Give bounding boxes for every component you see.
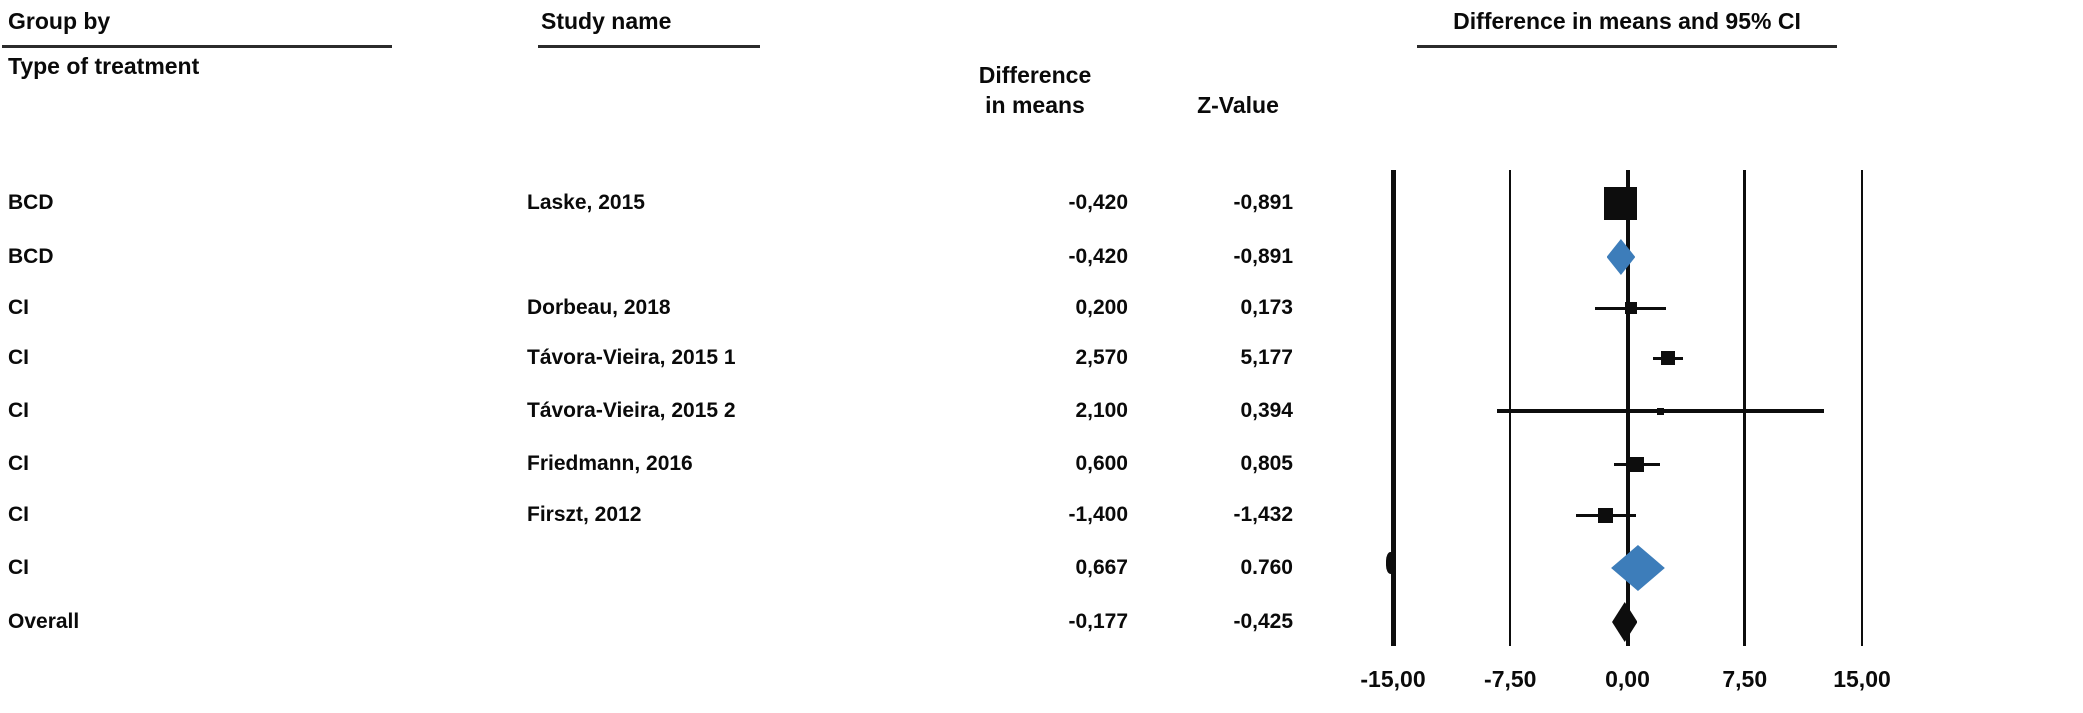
study-point-estimate-marker	[1660, 351, 1675, 365]
difference-in-means-value: 0,200	[1075, 296, 1128, 319]
study-point-estimate-marker	[1598, 507, 1614, 523]
axis-reference-line	[1861, 170, 1863, 646]
group-label: CI	[8, 296, 29, 319]
group-label: BCD	[8, 191, 54, 214]
forest-plot-title: Difference in means and 95% CI	[1453, 8, 1801, 34]
study-name-label: Laske, 2015	[527, 191, 645, 214]
group-label: Overall	[8, 610, 80, 633]
z-value: 0,805	[1240, 452, 1293, 475]
overall-summary-diamond	[1612, 602, 1638, 642]
difference-in-means-value: 2,100	[1075, 399, 1128, 422]
difference-in-means-value: -0,420	[1068, 245, 1128, 268]
axis-reference-line	[1743, 170, 1747, 646]
axis-reference-line	[1625, 170, 1630, 646]
axis-tick-label: 7,50	[1722, 666, 1768, 692]
group-by-underline	[2, 45, 392, 48]
z-value: -0,891	[1233, 245, 1293, 268]
study-point-estimate-marker	[1624, 302, 1637, 314]
axis-tick-label: -15,00	[1360, 666, 1426, 692]
axis-reference-line	[1390, 170, 1396, 646]
subgroup-summary-diamond	[1606, 239, 1636, 275]
axis-reference-line	[1509, 170, 1512, 646]
study-point-estimate-marker	[1604, 186, 1638, 220]
axis-edge-mark	[1386, 552, 1395, 574]
z-value: -0,891	[1233, 191, 1293, 214]
z-value: -1,432	[1233, 503, 1293, 526]
difference-in-means-value: 0,600	[1075, 452, 1128, 475]
study-name-label: Távora-Vieira, 2015 2	[527, 399, 736, 422]
difference-in-means-value: -0,177	[1068, 610, 1128, 633]
difference-in-means-header-line2: in means	[985, 92, 1085, 118]
difference-in-means-value: -1,400	[1068, 503, 1128, 526]
group-label: CI	[8, 503, 29, 526]
difference-in-means-value: -0,420	[1068, 191, 1128, 214]
z-value: 0,173	[1240, 296, 1293, 319]
axis-tick-label: 15,00	[1833, 666, 1891, 692]
type-of-treatment-header: Type of treatment	[8, 53, 200, 79]
group-label: CI	[8, 452, 29, 475]
study-name-label: Firszt, 2012	[527, 503, 642, 526]
study-name-label: Friedmann, 2016	[527, 452, 693, 475]
z-value: 0.760	[1240, 556, 1293, 579]
z-value: 0,394	[1240, 399, 1293, 422]
study-point-estimate-marker	[1629, 456, 1645, 472]
difference-in-means-value: 2,570	[1075, 346, 1128, 369]
forest-plot-title-underline	[1417, 45, 1837, 48]
group-by-header: Group by	[8, 8, 111, 34]
study-name-header: Study name	[541, 8, 672, 34]
study-name-label: Távora-Vieira, 2015 1	[527, 346, 736, 369]
group-label: CI	[8, 556, 29, 579]
group-label: BCD	[8, 245, 54, 268]
study-point-estimate-marker	[1656, 407, 1664, 415]
study-name-label: Dorbeau, 2018	[527, 296, 671, 319]
difference-in-means-header-line1: Difference	[978, 62, 1092, 88]
axis-tick-label: 0,00	[1605, 666, 1650, 692]
group-label: CI	[8, 399, 29, 422]
z-value-header: Z-Value	[1197, 92, 1279, 118]
z-value: -0,425	[1233, 610, 1293, 633]
group-label: CI	[8, 346, 29, 369]
axis-tick-label: -7,50	[1484, 666, 1537, 692]
z-value: 5,177	[1240, 346, 1293, 369]
study-name-underline	[538, 45, 760, 48]
difference-in-means-value: 0,667	[1075, 556, 1128, 579]
subgroup-summary-diamond	[1611, 545, 1665, 591]
